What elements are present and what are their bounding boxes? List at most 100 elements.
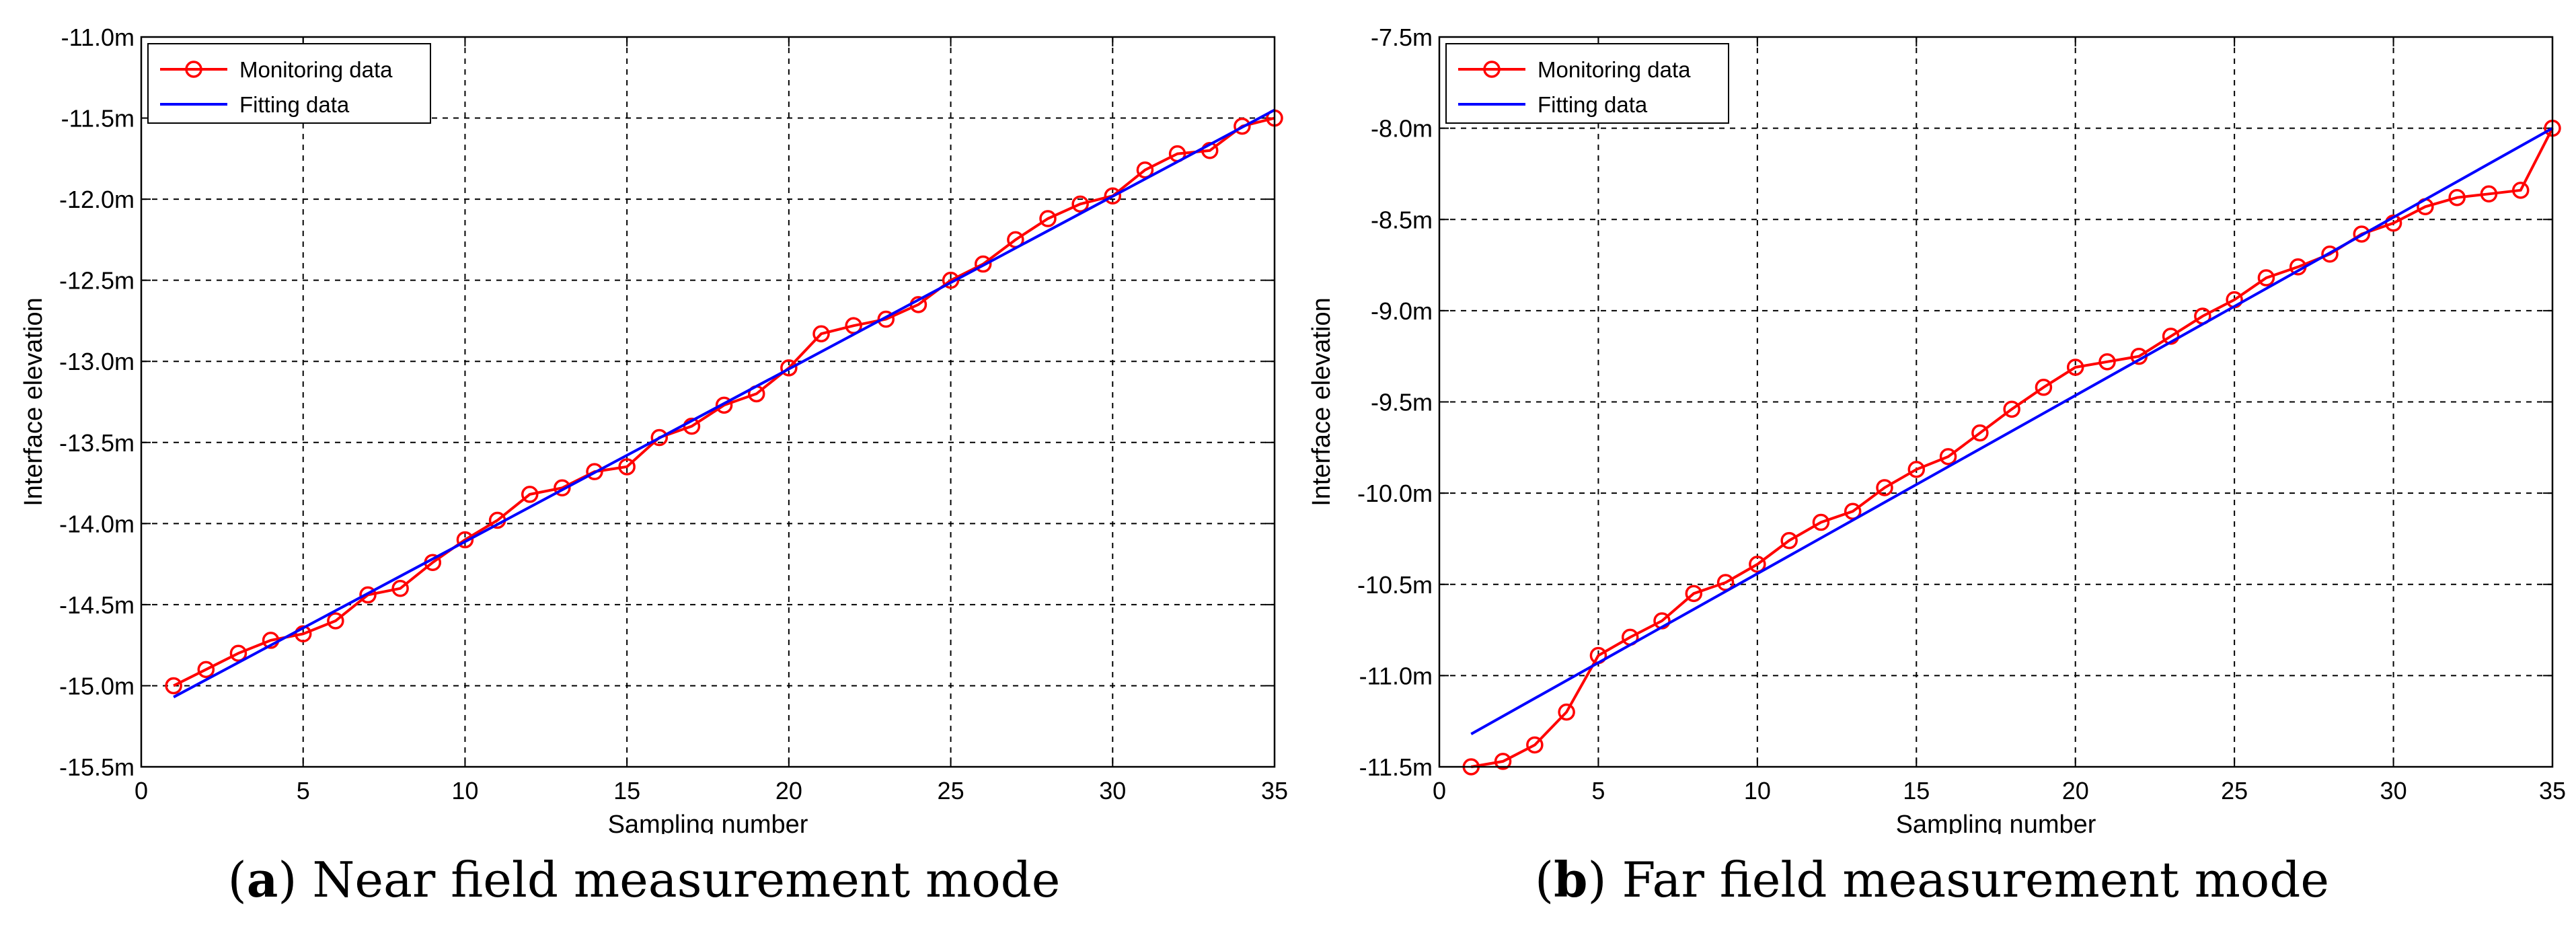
chart-b-ytick-label-7: -11.0m: [1359, 662, 1433, 689]
chart-a-ytick-label-8: -15.0m: [59, 672, 135, 700]
caption-a-text: Near field measurement mode: [312, 852, 1061, 908]
chart-b: 0 5 10 15 20 25 30 35 -7.5m -8.0m -8.5m -9.0m -9.5m -…: [1308, 24, 2566, 834]
chart-b-ytick-label-1: -8.0m: [1371, 115, 1433, 143]
chart-b-xtick-label-7: 35: [2539, 777, 2566, 804]
chart-a-plot-background: [141, 37, 1275, 767]
chart-a-axes-box: [140, 36, 1276, 768]
chart-b-xtick-label-2: 10: [1744, 777, 1771, 804]
chart-a-xtick-label-4: 20: [775, 777, 802, 804]
chart-b-series-0-point-31: [2448, 188, 2466, 207]
chart-b-series-0-point-22: [2162, 328, 2180, 345]
chart-a-series-0-point-17: [715, 396, 733, 414]
caption-b: (b) Far field measurement mode: [1535, 851, 2329, 908]
chart-a-series-0-point-2: [229, 644, 248, 662]
chart-a-series-0-point-29: [1104, 187, 1122, 205]
chart-a-series-0-line: [173, 116, 1275, 687]
chart-a-series-0-point-0: [165, 677, 182, 695]
chart-a-series-0-point-11: [521, 486, 539, 503]
chart-b-series-0-point-2: [1526, 736, 1544, 754]
chart-a-y-axis-label: Interface elevation: [20, 297, 48, 507]
chart-b-ytick-label-3: -9.0m: [1371, 297, 1433, 325]
chart-b-ytick-label-8: -11.5m: [1359, 753, 1433, 781]
chart-a-ytick-label-3: -12.5m: [59, 267, 135, 295]
chart-a-series-0-point-20: [812, 325, 830, 342]
chart-b-series-0-point-33: [2511, 182, 2530, 199]
chart-a-series-0-point-1: [197, 661, 215, 679]
chart-a-series-0-point-6: [359, 586, 377, 604]
chart-a-legend-label-0: Monitoring data: [239, 57, 393, 82]
chart-a-xtick-label-1: 5: [297, 777, 310, 804]
chart-b-xtick-label-0: 0: [1433, 777, 1446, 804]
chart-b-legend-marker-0: [1483, 61, 1501, 78]
chart-b-legend-label-1: Fitting data: [1538, 92, 1648, 117]
chart-a-series-0-point-12: [554, 479, 571, 497]
chart-b-series-0-point-3: [1558, 703, 1575, 721]
chart-a-series-0-point-25: [974, 255, 992, 273]
chart-b-series-0-point-29: [2384, 214, 2402, 232]
chart-b-series-0-point-15: [1939, 448, 1957, 465]
chart-b-ytick-label-2: -8.5m: [1371, 206, 1433, 233]
chart-a-series-0-point-9: [456, 531, 474, 549]
chart-a: 0 5 10 15 20 25 30 35 -11.0m -11.5m -12.0m -12.5m -1…: [20, 24, 1288, 834]
chart-b-legend-label-0: Monitoring data: [1538, 57, 1691, 82]
chart-a-xtick-label-2: 10: [451, 777, 478, 804]
chart-a-legend-marker-0: [185, 61, 202, 78]
chart-b-series-0-point-10: [1780, 531, 1798, 550]
chart-a-ytick-label-6: -14.0m: [59, 510, 135, 537]
chart-a-series-0-point-13: [586, 463, 603, 480]
chart-a-ytick-label-2: -12.0m: [59, 186, 135, 213]
caption-b-text: Far field measurement mode: [1622, 852, 2329, 908]
chart-b-x-axis-label: Sampling number: [1896, 811, 2096, 834]
chart-b-series-0-point-7: [1685, 585, 1703, 603]
chart-b-series-0-point-27: [2321, 246, 2339, 263]
chart-a-series-0-point-14: [618, 458, 636, 476]
chart-a-series-0-point-27: [1039, 210, 1057, 227]
chart-a-ytick-label-5: -13.5m: [59, 429, 135, 457]
chart-b-xtick-label-6: 30: [2380, 777, 2407, 804]
chart-b-series-0-point-18: [2035, 379, 2053, 396]
chart-b-xtick-label-3: 15: [1903, 777, 1930, 804]
chart-b-series-0-point-17: [2003, 400, 2020, 418]
chart-a-series-0-point-7: [391, 580, 409, 597]
chart-b-series-0-point-1: [1494, 753, 1512, 770]
chart-a-series-1-line: [173, 108, 1275, 699]
chart-a-ytick-label-7: -14.5m: [59, 591, 135, 619]
panel-a: 0 5 10 15 20 25 30 35 -11.0m -11.5m -12.0m -12.5m -1…: [20, 24, 1288, 908]
chart-a-ytick-label-4: -13.0m: [59, 348, 135, 375]
chart-b-xtick-label-4: 20: [2062, 777, 2089, 804]
chart-a-xtick-label-3: 15: [613, 777, 640, 804]
caption-b-letter: b: [1554, 851, 1588, 908]
chart-b-ytick-label-0: -7.5m: [1371, 24, 1433, 51]
chart-a-series-0-point-5: [327, 612, 344, 630]
chart-b-series-1-line: [1470, 126, 2553, 735]
chart-a-legend-box: [147, 43, 431, 124]
chart-a-xtick-label-6: 30: [1099, 777, 1126, 804]
chart-b-series-0-point-28: [2353, 225, 2371, 243]
chart-b-series-0-point-16: [1971, 424, 1989, 442]
chart-a-x-axis-label: Sampling number: [608, 811, 808, 834]
caption-a: (a) Near field measurement mode: [227, 851, 1061, 908]
chart-b-axes-box: [1438, 36, 2554, 768]
caption-a-letter: a: [246, 851, 278, 908]
chart-b-legend-box: [1445, 43, 1729, 124]
chart-a-series-0-point-24: [942, 271, 960, 289]
chart-a-series-0-point-15: [650, 428, 669, 447]
chart-a-series-0-point-30: [1136, 161, 1154, 179]
chart-b-series-0-point-32: [2480, 185, 2498, 203]
chart-a-series-0-point-4: [294, 625, 312, 643]
chart-b-ytick-label-6: -10.5m: [1357, 571, 1433, 599]
chart-a-xtick-label-7: 35: [1261, 777, 1288, 804]
chart-a-xtick-label-0: 0: [135, 777, 148, 804]
chart-a-legend-label-1: Fitting data: [239, 92, 350, 117]
chart-a-series-0-point-22: [877, 310, 895, 328]
chart-b-series-0-point-14: [1907, 461, 1926, 478]
chart-a-series-0-point-19: [780, 359, 798, 377]
chart-b-series-0-point-20: [2098, 353, 2116, 371]
chart-a-series-0-point-33: [1234, 117, 1251, 135]
chart-b-series-0-point-13: [1876, 479, 1893, 496]
chart-a-xtick-label-5: 25: [938, 777, 964, 804]
chart-b-ytick-label-5: -10.0m: [1357, 480, 1433, 507]
chart-b-series-0-point-11: [1812, 513, 1830, 531]
chart-a-ytick-label-1: -11.5m: [61, 105, 135, 133]
chart-b-y-axis-label: Interface elevation: [1308, 297, 1336, 507]
